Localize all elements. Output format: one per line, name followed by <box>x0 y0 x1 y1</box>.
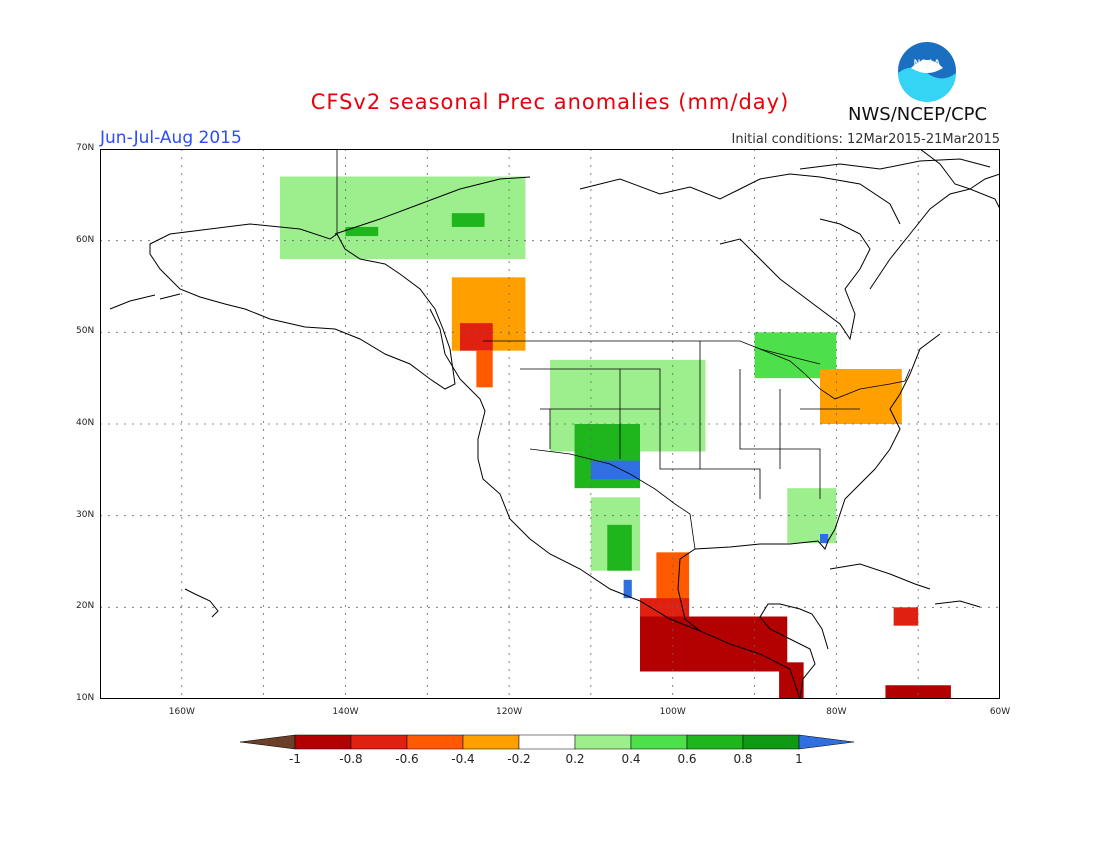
lon-label-140W: 140W <box>332 707 359 717</box>
colorbar-label-9: 1 <box>795 752 803 766</box>
anomaly-region-8 <box>623 579 632 599</box>
colorbar-label-3: -0.4 <box>451 752 475 766</box>
anomaly-region-7 <box>607 524 632 571</box>
aleutians <box>109 293 181 310</box>
anomaly-region-2 <box>345 226 379 237</box>
season-label: Jun-Jul-Aug 2015 <box>100 128 242 148</box>
anomaly-region-1 <box>451 213 485 227</box>
colorbar-box-5 <box>574 734 632 750</box>
lon-label-60W: 60W <box>989 707 1011 717</box>
colorbar-box-1 <box>350 734 408 750</box>
anomaly-region-13 <box>460 323 493 351</box>
us-mexico-border <box>529 448 696 550</box>
lat-label-40N: 40N <box>76 418 95 428</box>
anomaly-region-10 <box>820 534 829 544</box>
colorbar-label-6: 0.4 <box>621 752 641 766</box>
colorbar-box-7 <box>686 734 744 750</box>
anomaly-region-19 <box>779 662 804 699</box>
colorbar-box-3 <box>462 734 520 750</box>
lat-label-50N: 50N <box>76 326 95 337</box>
colorbar-box-4 <box>518 734 576 750</box>
labrador-coast <box>869 188 1000 290</box>
lon-label-120W: 120W <box>496 707 523 717</box>
alaska-coast <box>149 223 456 390</box>
colorbar-box-8 <box>742 734 800 750</box>
political-borders <box>336 149 911 550</box>
hawaii <box>184 588 219 618</box>
lon-label-80W: 80W <box>826 707 847 717</box>
anomaly-region-5 <box>590 460 640 479</box>
hispaniola <box>934 600 981 608</box>
colorbar-label-2: -0.6 <box>395 752 419 766</box>
coastlines <box>109 149 1000 699</box>
lat-label-20N: 20N <box>76 601 95 612</box>
us-canada-border <box>483 340 911 400</box>
state-borders <box>520 341 860 499</box>
colorbar-box-0 <box>294 734 352 750</box>
initial-conditions-label: Initial conditions: 12Mar2015-21Mar2015 <box>731 132 1001 147</box>
lon-label-100W: 100W <box>659 707 686 717</box>
lat-label-60N: 60N <box>76 234 95 245</box>
colorbar-arrow-high <box>798 734 855 750</box>
north-america-west-coast <box>334 176 801 699</box>
colorbar-label-0: -1 <box>289 752 301 766</box>
agency-label: NWS/NCEP/CPC <box>848 104 988 125</box>
lat-label-30N: 30N <box>76 509 95 520</box>
anomaly-region-20 <box>885 685 951 699</box>
colorbar-label-8: 0.8 <box>733 752 753 766</box>
anomaly-region-14 <box>476 350 493 388</box>
arctic-islands <box>579 158 991 225</box>
precipitation-anomaly-map <box>100 149 1000 699</box>
colorbar-label-1: -0.8 <box>339 752 363 766</box>
anomaly-region-18 <box>640 616 788 672</box>
chart-title: CFSv2 seasonal Prec anomalies (mm/day) <box>310 90 790 114</box>
noaa-logo: NOAA <box>896 40 958 106</box>
lat-label-10N: 10N <box>76 693 95 703</box>
cuba <box>829 563 931 590</box>
colorbar-label-5: 0.2 <box>565 752 585 766</box>
hudson-bay <box>719 218 871 341</box>
anomaly-cells <box>280 176 951 699</box>
lat-label-70N: 70N <box>76 143 95 153</box>
colorbar-label-4: -0.2 <box>507 752 531 766</box>
anomaly-region-15 <box>820 369 902 424</box>
lon-label-160W: 160W <box>168 707 195 717</box>
noaa-logo-text: NOAA <box>914 58 941 68</box>
greenland-coast <box>919 149 1000 190</box>
colorbar-box-2 <box>406 734 464 750</box>
anomaly-region-0 <box>280 176 526 259</box>
anomaly-region-21 <box>893 607 919 626</box>
colorbar <box>240 734 855 750</box>
colorbar-label-7: 0.6 <box>677 752 697 766</box>
colorbar-arrow-low <box>240 734 296 750</box>
colorbar-box-6 <box>630 734 688 750</box>
gulf-coast <box>677 333 941 699</box>
